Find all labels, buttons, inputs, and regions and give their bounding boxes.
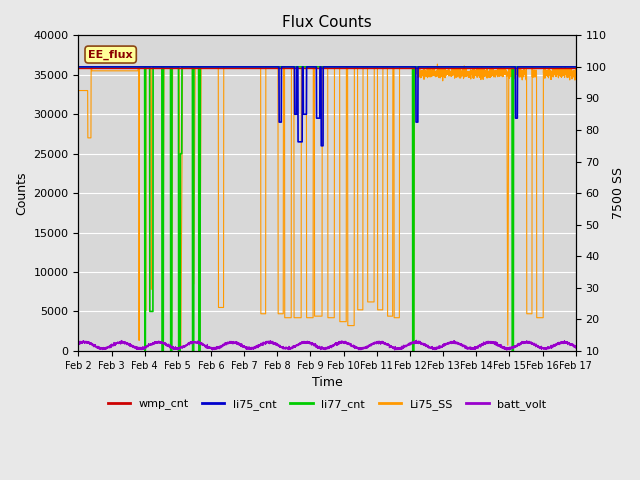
Y-axis label: 7500 SS: 7500 SS (612, 167, 625, 219)
X-axis label: Time: Time (312, 376, 342, 389)
Text: EE_flux: EE_flux (88, 49, 133, 60)
Legend: wmp_cnt, li75_cnt, li77_cnt, Li75_SS, batt_volt: wmp_cnt, li75_cnt, li77_cnt, Li75_SS, ba… (103, 395, 551, 415)
Title: Flux Counts: Flux Counts (282, 15, 372, 30)
Y-axis label: Counts: Counts (15, 171, 28, 215)
